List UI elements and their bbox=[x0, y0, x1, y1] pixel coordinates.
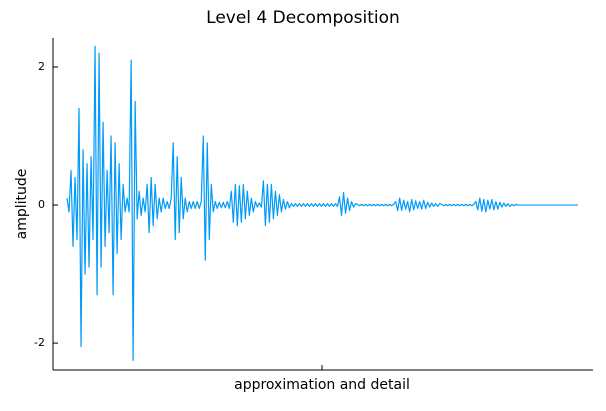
chart-title: Level 4 Decomposition bbox=[206, 8, 400, 28]
y-axis-label: amplitude bbox=[14, 169, 30, 240]
x-axis-label: approximation and detail bbox=[234, 377, 410, 393]
signal-line bbox=[66, 45, 578, 361]
y-tick-label: 0 bbox=[38, 198, 45, 211]
y-tick-label: 2 bbox=[38, 60, 45, 73]
y-tick-label: -2 bbox=[34, 336, 45, 349]
